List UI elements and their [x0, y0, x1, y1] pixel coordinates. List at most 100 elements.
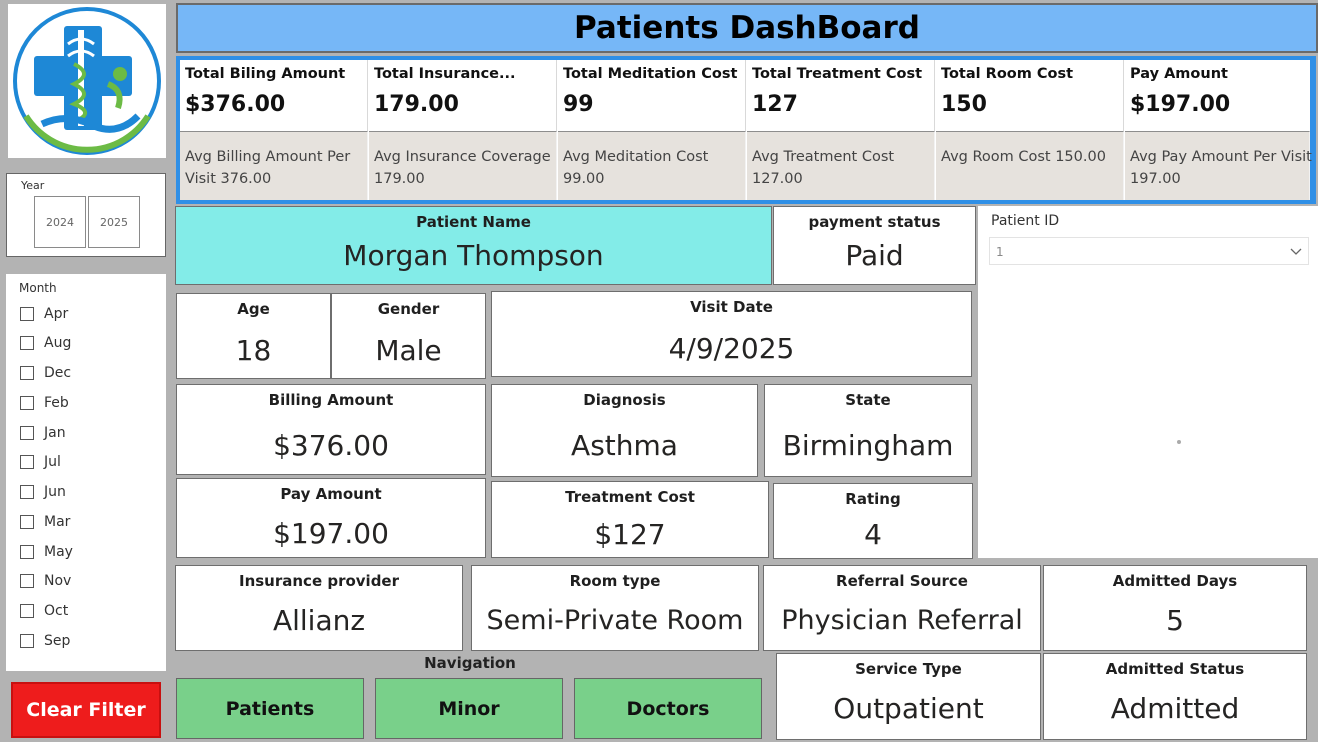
page-title: Patients DashBoard [176, 3, 1318, 53]
month-option[interactable]: Mar [20, 512, 70, 532]
month-option[interactable]: Apr [20, 304, 68, 324]
card-title: Referral Source [836, 572, 968, 590]
patient-name-value: Morgan Thompson [343, 239, 604, 272]
card-title: payment status [808, 213, 941, 231]
kpi-subtitle: Avg Meditation Cost 99.00 [563, 149, 709, 187]
month-option-label: Oct [44, 603, 69, 619]
nav-patients-button[interactable]: Patients [176, 678, 364, 739]
month-slicer: Month Apr Aug Dec Feb Jan Jul Jun Mar Ma… [6, 274, 166, 671]
card-title: Pay Amount [280, 485, 382, 503]
kpi-title: Total Insurance... [374, 66, 516, 82]
kpi-total-billing: Total Biling Amount $376.00 Avg Billing A… [180, 60, 368, 200]
chevron-down-icon[interactable] [1290, 248, 1302, 256]
kpi-total-treatment: Total Treatment Cost 127 Avg Treatment Co… [747, 60, 935, 200]
month-option[interactable]: Aug [20, 333, 71, 353]
kpi-pay-amount: Pay Amount $197.00 Avg Pay Amount Per Vis… [1125, 60, 1312, 200]
billing-amount-value: $376.00 [273, 429, 389, 462]
year-option-2024[interactable]: 2024 [34, 196, 86, 248]
patient-name-card: Patient Name Morgan Thompson [175, 206, 772, 285]
month-option[interactable]: Feb [20, 393, 69, 413]
month-option[interactable]: May [20, 542, 73, 562]
checkbox-icon[interactable] [20, 634, 34, 648]
kpi-value: $376.00 [185, 92, 286, 117]
kpi-total-insurance: Total Insurance... 179.00 Avg Insurance C… [369, 60, 557, 200]
checkbox-icon[interactable] [20, 455, 34, 469]
visit-date-value: 4/9/2025 [668, 332, 795, 365]
kpi-subtitle: Avg Pay Amount Per Visit 197.00 [1130, 149, 1312, 187]
admitted-days-value: 5 [1166, 604, 1184, 637]
clear-filter-button[interactable]: Clear Filter [11, 682, 161, 738]
checkbox-icon[interactable] [20, 396, 34, 410]
month-option[interactable]: Jul [20, 452, 61, 472]
treatment-cost-card: Treatment Cost $127 [491, 481, 769, 558]
visit-date-card: Visit Date 4/9/2025 [491, 291, 972, 377]
checkbox-icon[interactable] [20, 545, 34, 559]
nav-minor-button[interactable]: Minor [375, 678, 563, 739]
pay-amount-card: Pay Amount $197.00 [176, 478, 486, 558]
checkbox-icon[interactable] [20, 336, 34, 350]
payment-status-value: Paid [845, 239, 904, 272]
card-title: Treatment Cost [565, 488, 695, 506]
month-option-label: Sep [44, 633, 71, 649]
patient-id-label: Patient ID [991, 213, 1060, 229]
month-option-label: Apr [44, 306, 69, 322]
card-title: Admitted Days [1112, 572, 1238, 590]
card-title: Visit Date [690, 298, 773, 316]
card-title: Insurance provider [238, 572, 400, 590]
kpi-title: Total Room Cost [941, 66, 1074, 82]
kpi-value: 179.00 [374, 92, 459, 117]
kpi-total-room: Total Room Cost 150 Avg Room Cost 150.00 [936, 60, 1124, 200]
card-title: Patient Name [416, 213, 531, 231]
patient-id-value: 1 [996, 245, 1004, 259]
room-type-card: Room type Semi-Private Room [471, 565, 759, 651]
month-option-label: Jan [44, 425, 66, 441]
billing-amount-card: Billing Amount $376.00 [176, 384, 486, 475]
age-value: 18 [235, 334, 272, 367]
month-option[interactable]: Jun [20, 482, 66, 502]
kpi-total-meditation: Total Meditation Cost 99 Avg Meditation C… [558, 60, 746, 200]
checkbox-icon[interactable] [20, 515, 34, 529]
card-title: Room type [569, 572, 661, 590]
kpi-subtitle: Avg Treatment Cost 127.00 [752, 149, 895, 187]
checkbox-icon[interactable] [20, 574, 34, 588]
checkbox-icon[interactable] [20, 307, 34, 321]
hospital-logo [8, 4, 166, 158]
referral-source-value: Physician Referral [781, 605, 1023, 636]
month-option[interactable]: Sep [20, 631, 70, 651]
rating-value: 4 [864, 518, 882, 551]
treatment-cost-value: $127 [594, 518, 666, 551]
year-option-2025[interactable]: 2025 [88, 196, 140, 248]
checkbox-icon[interactable] [20, 604, 34, 618]
patient-id-dropdown[interactable]: 1 [989, 237, 1309, 265]
month-option[interactable]: Dec [20, 363, 71, 383]
year-slicer-label: Year [21, 179, 45, 192]
kpi-title: Pay Amount [1130, 66, 1228, 82]
month-slicer-label: Month [19, 281, 57, 295]
admitted-status-card: Admitted Status Admitted [1043, 653, 1307, 740]
card-title: Gender [377, 300, 440, 318]
month-option[interactable]: Jan [20, 423, 66, 443]
kpi-value: $197.00 [1130, 92, 1231, 117]
diagnosis-value: Asthma [571, 429, 678, 462]
admitted-days-card: Admitted Days 5 [1043, 565, 1307, 651]
kpi-value: 150 [941, 92, 987, 117]
month-option[interactable]: Oct [20, 601, 68, 621]
month-option-label: Jun [44, 484, 66, 500]
checkbox-icon[interactable] [20, 366, 34, 380]
month-option-label: Mar [44, 514, 71, 530]
kpi-subtitle: Avg Insurance Coverage 179.00 [374, 149, 551, 187]
loading-dot-icon [1177, 440, 1181, 444]
kpi-title: Total Meditation Cost [563, 66, 738, 82]
month-option-label: Dec [44, 365, 72, 381]
checkbox-icon[interactable] [20, 485, 34, 499]
checkbox-icon[interactable] [20, 426, 34, 440]
navigation-label: Navigation [424, 654, 516, 672]
month-option-label: Aug [44, 335, 72, 351]
nav-doctors-button[interactable]: Doctors [574, 678, 762, 739]
age-card: Age 18 [176, 293, 331, 379]
card-title: Admitted Status [1105, 660, 1245, 678]
referral-source-card: Referral Source Physician Referral [763, 565, 1041, 651]
kpi-subtitle: Avg Room Cost 150.00 [941, 149, 1106, 165]
insurance-provider-value: Allianz [272, 604, 366, 637]
month-option[interactable]: Nov [20, 571, 71, 591]
